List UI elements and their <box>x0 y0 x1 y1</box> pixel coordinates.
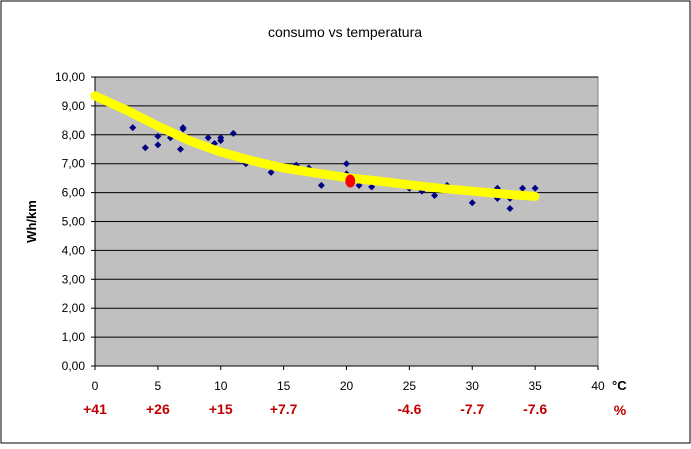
data-point <box>179 124 187 132</box>
x-axis-label: °C <box>612 378 627 393</box>
y-tick-label: 9,00 <box>62 99 86 113</box>
data-point <box>141 144 149 152</box>
secondary-x-label: -7.7 <box>460 401 484 417</box>
data-point <box>368 183 376 191</box>
x-tick-label: 10 <box>214 379 228 393</box>
secondary-unit-label: % <box>614 402 627 418</box>
y-tick-label: 6,00 <box>62 186 86 200</box>
secondary-x-label: +15 <box>209 401 233 417</box>
data-point <box>267 168 275 176</box>
data-point <box>468 199 476 207</box>
y-tick-label: 0,00 <box>62 359 86 373</box>
secondary-x-label: +26 <box>146 401 170 417</box>
y-tick-label: 10,00 <box>55 70 85 84</box>
data-point <box>217 137 225 145</box>
data-point <box>531 184 539 192</box>
y-tick-label: 7,00 <box>62 157 86 171</box>
secondary-x-label: +7.7 <box>270 401 298 417</box>
data-point <box>229 129 237 137</box>
data-point <box>506 204 514 212</box>
data-point <box>204 134 212 142</box>
data-point <box>431 191 439 199</box>
y-tick-label: 2,00 <box>62 301 86 315</box>
y-tick-label: 8,00 <box>62 128 86 142</box>
trendline <box>90 91 540 201</box>
data-point <box>154 141 162 149</box>
chart-title: consumo vs temperatura <box>268 24 422 40</box>
y-tick-label: 4,00 <box>62 243 86 257</box>
y-tick-label: 1,00 <box>62 330 86 344</box>
x-tick-label: 0 <box>92 379 99 393</box>
x-tick-label: 25 <box>403 379 417 393</box>
x-tick-label: 30 <box>466 379 480 393</box>
highlight-point <box>345 174 356 188</box>
data-point <box>317 181 325 189</box>
secondary-x-label: -4.6 <box>397 401 421 417</box>
data-point <box>129 124 137 132</box>
data-point <box>343 160 350 168</box>
x-tick-label: 20 <box>340 379 354 393</box>
data-point <box>154 132 162 140</box>
secondary-x-label: -7.6 <box>523 401 547 417</box>
y-axis-label: Wh/km <box>24 200 39 243</box>
data-point <box>177 145 185 153</box>
y-tick-label: 3,00 <box>62 272 86 286</box>
x-tick-label: 35 <box>528 379 542 393</box>
x-tick-label: 15 <box>277 379 291 393</box>
secondary-x-label: +41 <box>83 401 107 417</box>
data-point <box>519 184 527 192</box>
x-tick-label: 40 <box>591 379 605 393</box>
y-tick-label: 5,00 <box>62 215 86 229</box>
x-tick-label: 5 <box>155 379 162 393</box>
